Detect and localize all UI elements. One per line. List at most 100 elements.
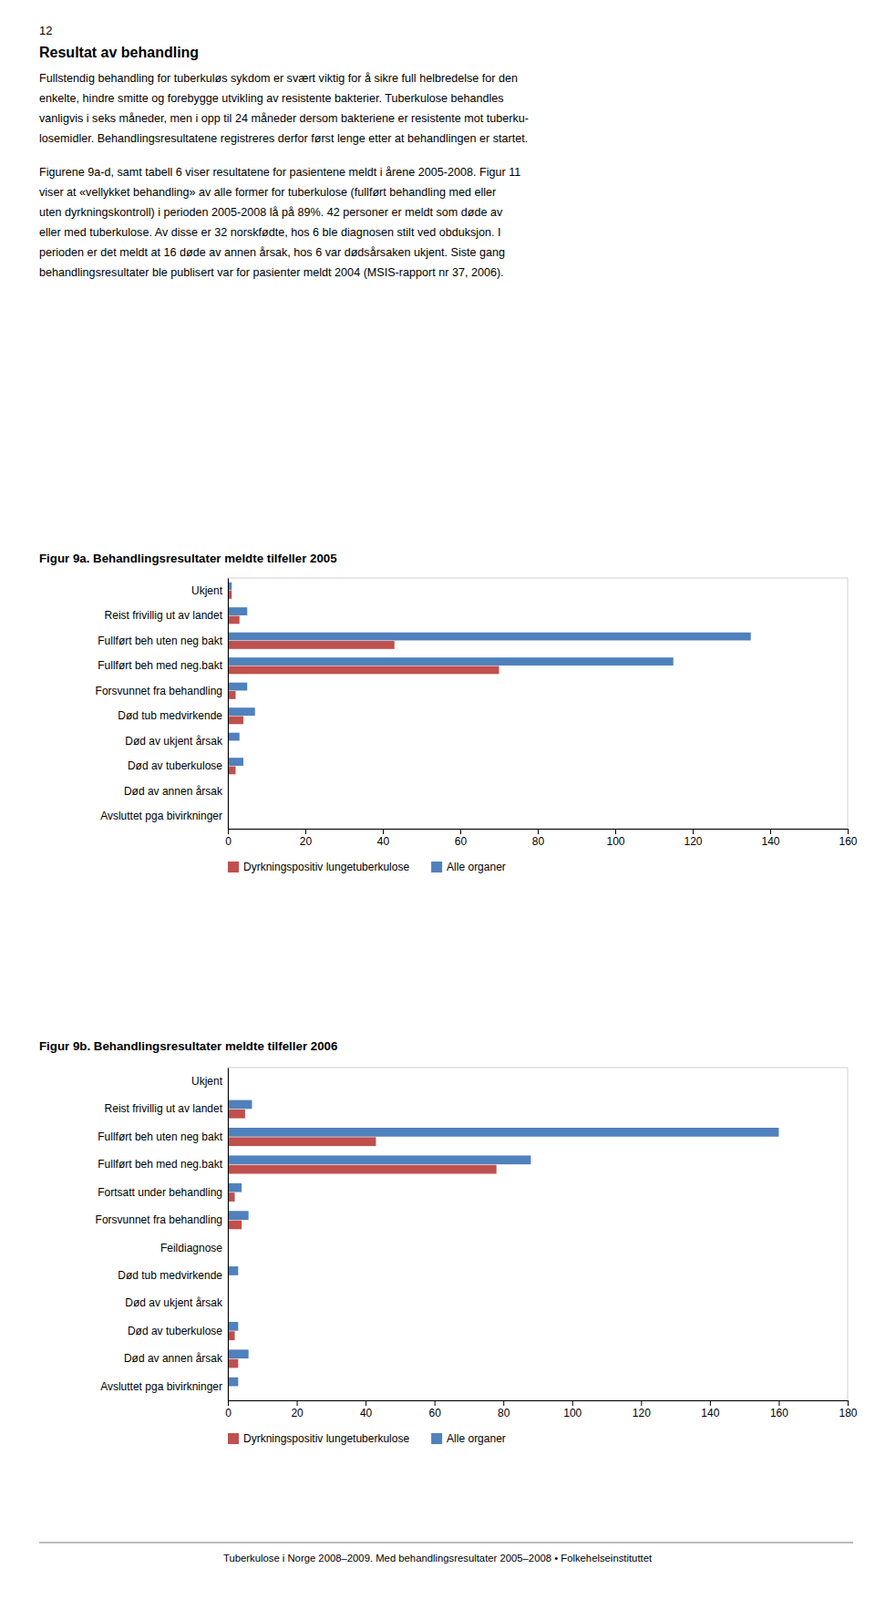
x-tick-label: 20 xyxy=(290,1406,304,1420)
legend: Dyrkningspositiv lungetuberkulose Alle or… xyxy=(227,1431,506,1445)
y-tick: Reist frivillig ut av landet xyxy=(104,1101,228,1115)
x-tick-mark xyxy=(778,1400,780,1406)
y-tick: Død tub medvirkende xyxy=(117,1268,228,1282)
y-tick: Fortsatt under behandling xyxy=(97,1185,228,1199)
y-tick-label: Død av annen årsak xyxy=(123,784,224,798)
footer-rule xyxy=(39,1542,854,1544)
y-tick: Død av tuberkulose xyxy=(127,1324,228,1338)
chart: Figur 9b. Behandlingsresultater meldte t… xyxy=(39,1039,858,1446)
x-axis: 020406080100120140160 xyxy=(225,828,858,848)
bar xyxy=(227,1330,236,1340)
y-tick: Død av ukjent årsak xyxy=(124,1296,228,1309)
y-tick-label: Avsluttet pga bivirkninger xyxy=(100,1379,223,1393)
bar xyxy=(227,1109,246,1119)
x-tick: 80 xyxy=(497,1400,511,1420)
x-tick-mark xyxy=(710,1400,711,1406)
x-tick: 80 xyxy=(532,828,546,848)
x-tick-mark xyxy=(847,828,849,834)
legend-item: Dyrkningspositiv lungetuberkulose xyxy=(227,1431,410,1445)
x-tick-label: 80 xyxy=(532,834,546,848)
x-tick-mark xyxy=(615,828,617,834)
x-tick-mark xyxy=(847,1400,849,1406)
x-axis: 020406080100120140160180 xyxy=(225,1400,858,1420)
x-tick-mark xyxy=(572,1400,574,1406)
x-tick-label: 60 xyxy=(428,1406,442,1420)
bar-series xyxy=(227,590,500,774)
x-tick-mark xyxy=(297,1400,299,1406)
bar xyxy=(227,707,256,716)
bar xyxy=(227,1136,376,1146)
body-text: enkelte, hindre smitte og forebygge utvi… xyxy=(39,92,505,105)
y-axis: UkjentReist frivillig ut av landetFullfø… xyxy=(95,578,229,830)
x-tick: 140 xyxy=(700,1400,720,1420)
y-tick: Ukjent xyxy=(191,1074,228,1088)
body-text: uten dyrkningskontroll) i perioden 2005-… xyxy=(39,205,504,219)
legend-swatch xyxy=(227,861,239,873)
y-tick-label: Død tub medvirkende xyxy=(117,1268,223,1282)
x-tick-mark xyxy=(434,1400,436,1406)
x-tick: 40 xyxy=(377,828,391,848)
body-text: perioden er det meldt at 16 døde av anne… xyxy=(39,246,505,259)
body-text: vanligvis i seks måneder, men i opp til … xyxy=(39,112,529,125)
x-tick-mark xyxy=(365,1400,367,1406)
bar xyxy=(227,732,240,742)
body-text: Figurene 9a-d, samt tabell 6 viser resul… xyxy=(39,165,521,179)
y-tick: Avsluttet pga bivirkninger xyxy=(100,1379,228,1393)
page: 12Resultat av behandlingFullstendig beha… xyxy=(0,0,875,1600)
legend-swatch xyxy=(431,1432,443,1444)
legend-swatch xyxy=(227,1432,239,1444)
bar xyxy=(227,690,237,700)
x-tick: 120 xyxy=(683,828,702,848)
bar xyxy=(227,1321,238,1331)
axis-domain xyxy=(227,1068,229,1401)
bar xyxy=(227,1358,238,1369)
y-tick-label: Forsvunnet fra behandling xyxy=(95,684,223,698)
body-text: losemidler. Behandlingsresultatene regis… xyxy=(39,132,528,145)
bar xyxy=(227,657,674,666)
bar xyxy=(227,666,500,675)
y-tick: Fullført beh uten neg bakt xyxy=(97,1130,228,1143)
y-tick-label: Død av ukjent årsak xyxy=(124,734,224,748)
bar xyxy=(227,1266,238,1276)
bar xyxy=(227,757,244,766)
body-text: viser at «vellykket behandling» av alle … xyxy=(39,185,496,199)
x-tick: 160 xyxy=(770,1400,789,1420)
bar xyxy=(227,1164,497,1174)
x-tick: 0 xyxy=(225,1400,232,1420)
x-tick-mark xyxy=(692,828,694,834)
legend-label: Alle organer xyxy=(446,1431,506,1445)
bars xyxy=(227,582,752,775)
x-tick-mark xyxy=(503,1400,505,1406)
x-tick-label: 40 xyxy=(377,834,391,848)
bar xyxy=(227,1377,238,1387)
axis-domain xyxy=(227,578,229,830)
y-tick-label: Død tub medvirkende xyxy=(117,709,223,722)
chart-title: Figur 9b. Behandlingsresultater meldte t… xyxy=(39,1039,338,1053)
y-tick-label: Fullført beh uten neg bakt xyxy=(97,1130,223,1143)
x-tick-mark xyxy=(305,828,307,834)
bar xyxy=(227,1210,249,1220)
x-tick-label: 120 xyxy=(683,834,702,848)
plot-frame xyxy=(227,1067,848,1400)
legend: Dyrkningspositiv lungetuberkuloseAlle or… xyxy=(227,860,506,874)
x-tick-label: 140 xyxy=(761,834,780,848)
x-tick-mark xyxy=(640,1400,642,1406)
legend-swatch xyxy=(431,861,443,873)
x-tick: 20 xyxy=(299,828,313,848)
bar xyxy=(227,632,752,641)
y-tick: Avsluttet pga bivirkninger xyxy=(100,809,228,823)
bar xyxy=(227,1100,252,1110)
legend-label: Dyrkningspositiv lungetuberkulose xyxy=(243,1431,410,1445)
y-tick-label: Forsvunnet fra behandling xyxy=(95,1213,223,1226)
y-tick: Forsvunnet fra behandling xyxy=(95,1213,228,1226)
y-tick: Reist frivillig ut av landet xyxy=(104,608,228,622)
x-tick: 140 xyxy=(761,828,780,848)
y-tick: Død av tuberkulose xyxy=(127,759,228,773)
x-tick: 60 xyxy=(428,1400,442,1420)
y-tick: Død av ukjent årsak xyxy=(124,734,228,748)
page-number: 12 xyxy=(39,23,52,38)
y-tick-label: Feildiagnose xyxy=(160,1241,223,1255)
bar xyxy=(227,1192,236,1202)
y-tick: Forsvunnet fra behandling xyxy=(95,684,228,698)
x-tick-label: 0 xyxy=(225,834,232,848)
